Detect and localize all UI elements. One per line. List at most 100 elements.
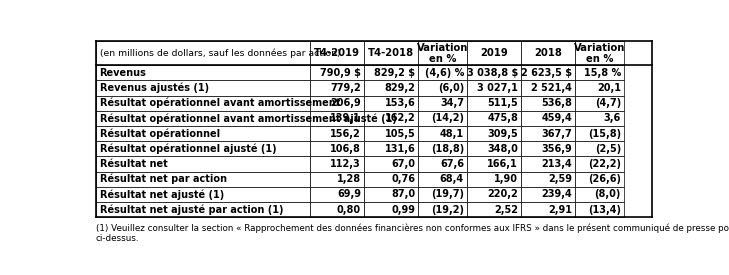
Text: 48,1: 48,1 xyxy=(440,129,464,139)
Bar xyxy=(575,111,624,126)
Bar xyxy=(521,96,575,111)
Text: 2,59: 2,59 xyxy=(548,174,572,184)
Bar xyxy=(364,42,418,65)
Bar xyxy=(310,111,364,126)
Bar xyxy=(575,141,624,156)
Bar xyxy=(95,111,310,126)
Text: Résultat opérationnel avant amortissement ajusté (1): Résultat opérationnel avant amortissemen… xyxy=(100,113,397,124)
Bar xyxy=(467,141,521,156)
Text: (19,2): (19,2) xyxy=(431,205,464,214)
Text: 34,7: 34,7 xyxy=(440,98,464,108)
Bar xyxy=(95,172,310,187)
Bar xyxy=(575,96,624,111)
Text: Variation
en %: Variation en % xyxy=(574,43,625,64)
Bar xyxy=(364,156,418,172)
Bar xyxy=(575,80,624,96)
Bar xyxy=(467,96,521,111)
Text: 206,9: 206,9 xyxy=(330,98,361,108)
Bar xyxy=(418,111,467,126)
Bar xyxy=(575,42,624,65)
Bar xyxy=(95,65,310,80)
Bar xyxy=(418,65,467,80)
Bar xyxy=(575,172,624,187)
Text: (4,6) %: (4,6) % xyxy=(424,68,464,78)
Bar xyxy=(418,187,467,202)
Bar xyxy=(364,172,418,187)
Text: 0,76: 0,76 xyxy=(391,174,416,184)
Bar xyxy=(521,126,575,141)
Bar xyxy=(575,187,624,202)
Text: (22,2): (22,2) xyxy=(588,159,621,169)
Text: (15,8): (15,8) xyxy=(588,129,621,139)
Text: (8,0): (8,0) xyxy=(595,189,621,199)
Bar xyxy=(95,96,310,111)
Text: 0,80: 0,80 xyxy=(337,205,361,214)
Bar xyxy=(467,187,521,202)
Bar xyxy=(418,126,467,141)
Text: (26,6): (26,6) xyxy=(588,174,621,184)
Bar xyxy=(310,156,364,172)
Text: 829,2 $: 829,2 $ xyxy=(374,68,416,78)
Text: 779,2: 779,2 xyxy=(330,83,361,93)
Text: 475,8: 475,8 xyxy=(487,113,518,123)
Bar xyxy=(521,156,575,172)
Text: 829,2: 829,2 xyxy=(384,83,416,93)
Bar xyxy=(521,80,575,96)
Text: (2,5): (2,5) xyxy=(595,144,621,154)
Text: Résultat opérationnel ajusté (1): Résultat opérationnel ajusté (1) xyxy=(100,144,276,154)
Text: Résultat net: Résultat net xyxy=(100,159,168,169)
Bar xyxy=(418,42,467,65)
Text: 68,4: 68,4 xyxy=(440,174,464,184)
Text: 367,7: 367,7 xyxy=(542,129,572,139)
Text: 139,1: 139,1 xyxy=(330,113,361,123)
Bar xyxy=(467,202,521,217)
Bar xyxy=(521,187,575,202)
Bar xyxy=(467,172,521,187)
Text: 2019: 2019 xyxy=(480,48,507,58)
Bar xyxy=(364,187,418,202)
Text: 69,9: 69,9 xyxy=(337,189,361,199)
Text: (en millions de dollars, sauf les données par action): (en millions de dollars, sauf les donnée… xyxy=(100,49,340,58)
Text: Résultat net par action: Résultat net par action xyxy=(100,174,227,185)
Bar xyxy=(95,187,310,202)
Bar xyxy=(575,156,624,172)
Text: 1,90: 1,90 xyxy=(494,174,518,184)
Bar xyxy=(95,126,310,141)
Text: 20,1: 20,1 xyxy=(597,83,621,93)
Bar xyxy=(418,202,467,217)
Bar xyxy=(467,111,521,126)
Text: 166,1: 166,1 xyxy=(488,159,518,169)
Bar xyxy=(95,141,310,156)
Bar xyxy=(364,141,418,156)
Text: 2,91: 2,91 xyxy=(548,205,572,214)
Bar xyxy=(521,111,575,126)
Bar xyxy=(310,141,364,156)
Bar xyxy=(364,96,418,111)
Text: Revenus: Revenus xyxy=(100,68,147,78)
Bar xyxy=(521,65,575,80)
Bar xyxy=(575,202,624,217)
Text: Résultat opérationnel: Résultat opérationnel xyxy=(100,128,219,139)
Text: 87,0: 87,0 xyxy=(391,189,416,199)
Text: 459,4: 459,4 xyxy=(542,113,572,123)
Text: 213,4: 213,4 xyxy=(542,159,572,169)
Text: (6,0): (6,0) xyxy=(437,83,464,93)
Text: 536,8: 536,8 xyxy=(542,98,572,108)
Bar xyxy=(467,156,521,172)
Bar xyxy=(95,156,310,172)
Text: T4-2019: T4-2019 xyxy=(313,48,360,58)
Bar xyxy=(364,111,418,126)
Text: (18,8): (18,8) xyxy=(431,144,464,154)
Bar xyxy=(364,65,418,80)
Bar xyxy=(418,156,467,172)
Text: 2,52: 2,52 xyxy=(494,205,518,214)
Bar xyxy=(310,202,364,217)
Text: Variation
en %: Variation en % xyxy=(417,43,468,64)
Bar xyxy=(467,42,521,65)
Text: 153,6: 153,6 xyxy=(384,98,416,108)
Text: Résultat net ajusté (1): Résultat net ajusté (1) xyxy=(100,189,224,200)
Bar xyxy=(575,126,624,141)
Text: Revenus ajustés (1): Revenus ajustés (1) xyxy=(100,83,208,93)
Bar xyxy=(364,126,418,141)
Text: (19,7): (19,7) xyxy=(431,189,464,199)
